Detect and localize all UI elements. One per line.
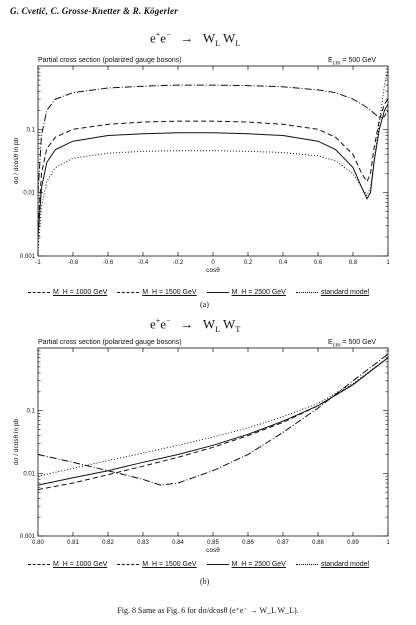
legend-item: M_H = 2500 GeV (206, 561, 286, 568)
panel-mark-b: (b) (200, 577, 210, 586)
legend-line-dash (117, 292, 140, 293)
plot-frame (37, 347, 389, 537)
y-axis-label: dσ / dcosθ in pb (13, 137, 20, 184)
subtitle-a: Partial cross section (polarized gauge b… (38, 57, 182, 64)
running-header: G. Cvetič, C. Grosse-Knetter & R. Kögerl… (10, 6, 178, 16)
series-line-dashdot (37, 353, 389, 486)
x-tick-label: 0.86 (242, 540, 254, 546)
series-line-dotted (37, 68, 389, 252)
y-axis-label: dσ / dcosθ in pb (13, 418, 20, 465)
x-tick-label: 0.8 (349, 260, 358, 266)
x-tick-label: 0.88 (312, 540, 324, 546)
x-tick-label: 0.87 (277, 540, 289, 546)
legend-line-solid (206, 564, 229, 565)
x-axis-label: cosθ (206, 267, 220, 274)
y-tick-label: 0.1 (27, 409, 36, 415)
x-tick-label: -0.6 (103, 260, 114, 266)
x-tick-label: 0.6 (314, 260, 323, 266)
process-title-b: e+e− → WL WT (150, 316, 241, 334)
legend-line-dash (117, 564, 140, 565)
legend-item: M_H = 1500 GeV (117, 561, 197, 568)
ecm-b: Ecm = 500 GeV (328, 339, 377, 349)
y-tick-label: 0.001 (20, 534, 36, 540)
ecm-a: Ecm = 500 GeV (328, 57, 377, 67)
y-tick-label: 0.01 (23, 191, 35, 197)
x-tick-label: -0.4 (138, 260, 149, 266)
series-line-dash (37, 98, 389, 226)
legend-line-solid (206, 292, 229, 293)
y-tick-label: 0.001 (20, 254, 36, 260)
x-tick-label: 0.81 (67, 540, 79, 546)
legend-b: M_H = 1000 GeV M_H = 1500 GeV M_H = 2500… (28, 561, 379, 568)
chart-b: 0.80 0.81 0.82 0.83 0.84 0.85 0.86 0.87 0.88 0.89… (13, 347, 390, 554)
legend-item: M_H = 1000 GeV (28, 289, 107, 296)
series-line-dash (37, 357, 389, 491)
x-axis-label: cosθ (206, 547, 220, 554)
x-tick-label: 0.83 (137, 540, 149, 546)
legend-item: M_H = 1000 GeV (28, 561, 107, 568)
x-tick-label: 0.4 (279, 260, 288, 266)
legend-item: standard model (295, 289, 369, 296)
legend-a: M_H = 1000 GeV M_H = 1500 GeV M_H = 2500… (28, 289, 379, 296)
x-tick-label: 0.84 (172, 540, 184, 546)
x-tick-label: -0.8 (68, 260, 79, 266)
legend-line-dotted (295, 292, 318, 293)
figure-caption: Fig. 8 Same as Fig. 6 for dσ/dcosθ (e⁺e⁻… (117, 606, 299, 615)
series-line-dotted (37, 357, 389, 477)
chart-a: -1 -0.8 -0.6 -0.4 -0.2 0 0.2 0.4 0.6 0.8 1 0.001 0.0… (13, 65, 390, 274)
x-tick-label: 1 (386, 540, 390, 546)
plot-frame (37, 65, 389, 257)
x-tick-label: -1 (35, 260, 41, 266)
series-line-solid (37, 103, 389, 237)
legend-item: M_H = 1500 GeV (117, 289, 197, 296)
legend-line-dotted (295, 564, 318, 565)
legend-item: standard model (295, 561, 369, 568)
x-tick-label: 0.85 (207, 540, 219, 546)
panel-mark-a: (a) (200, 300, 209, 309)
x-tick-label: 1 (386, 260, 390, 266)
x-tick-label: 0.80 (32, 540, 44, 546)
process-title-a: e+e− → WL WL (150, 30, 241, 48)
legend-item: M_H = 2500 GeV (206, 289, 286, 296)
x-tick-label: -0.2 (173, 260, 184, 266)
legend-line-dashdot (28, 292, 50, 293)
series-line-dashdot (37, 84, 389, 193)
series-line-solid (37, 357, 389, 486)
subtitle-b: Partial cross section (polarized gauge b… (38, 339, 182, 346)
y-tick-label: 0.01 (23, 471, 35, 477)
x-tick-label: 0.89 (347, 540, 359, 546)
y-tick-label: 0.1 (27, 127, 36, 133)
x-tick-label: 0 (211, 260, 215, 266)
x-tick-label: 0.2 (244, 260, 253, 266)
x-tick-label: 0.82 (102, 540, 114, 546)
legend-line-dashdot (28, 564, 50, 565)
